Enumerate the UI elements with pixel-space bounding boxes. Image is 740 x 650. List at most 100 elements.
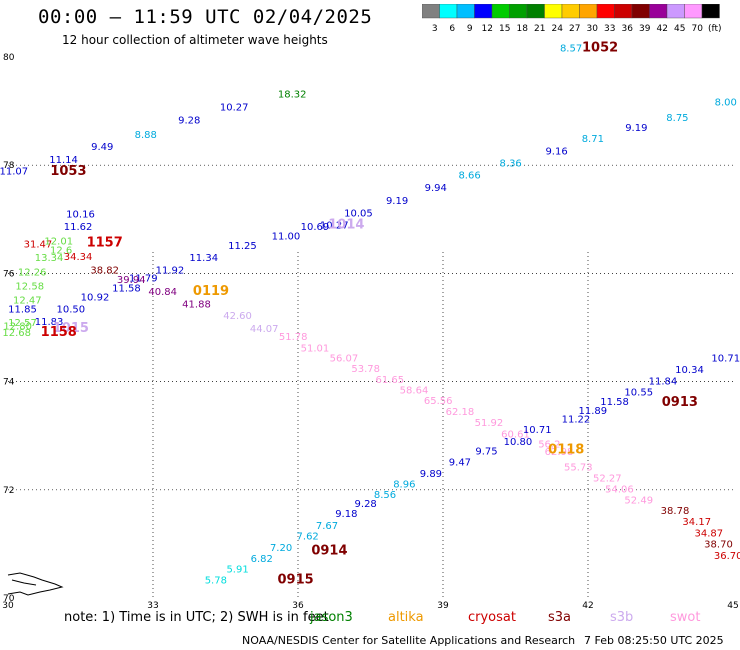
lon-tick-label: 30 (2, 601, 14, 611)
satellite-legend: note: 1) Time is in UTC; 2) SWH is in fe… (0, 610, 740, 630)
wave-height-label: 13.34 (35, 253, 64, 264)
wave-height-label: 11.79 (129, 274, 158, 285)
wave-height-label: 38.82 (90, 265, 119, 276)
wave-height-label: 62.18 (446, 407, 475, 418)
wave-height-label: 10.34 (675, 365, 704, 376)
wave-height-label: 10.80 (504, 437, 533, 448)
credit-text: NOAA/NESDIS Center for Satellite Applica… (242, 634, 576, 647)
colorbar-label: 39 (639, 24, 651, 34)
wave-height-label: 18.32 (278, 90, 307, 101)
wave-height-label: 12.47 (13, 296, 42, 307)
pass-time-label: 1157 (87, 235, 123, 250)
wave-height-label: 53.78 (351, 364, 380, 375)
lat-tick-label: 80 (3, 53, 15, 63)
wave-height-label: 7.20 (270, 543, 292, 554)
note-text: note: 1) Time is in UTC; 2) SWH is in fe… (64, 610, 329, 625)
wave-height-label: 11.89 (579, 406, 608, 417)
lon-tick-label: 39 (437, 601, 449, 611)
generated-timestamp: 7 Feb 08:25:50 UTC 2025 (584, 634, 724, 647)
wave-height-label: 8.36 (500, 158, 522, 169)
wave-height-label: 52.27 (593, 474, 622, 485)
wave-height-label: 11.22 (562, 415, 591, 426)
wave-height-label: 10.16 (66, 210, 95, 221)
pass-time-label: 0915 (277, 572, 313, 587)
wave-height-label: 9.16 (545, 146, 567, 157)
wave-height-label: 38.78 (661, 506, 690, 517)
wave-height-label: 54.06 (605, 485, 634, 496)
lon-tick-label: 33 (147, 601, 158, 611)
wave-height-label: 38.70 (704, 540, 733, 551)
wave-height-label: 9.75 (475, 447, 497, 458)
colorbar-label: 70 (692, 24, 704, 34)
colorbar-label: 18 (517, 24, 529, 34)
wave-height-label: 9.49 (91, 142, 113, 153)
wave-height-label: 11.58 (112, 283, 141, 294)
lon-tick-label: 42 (582, 601, 593, 611)
lon-tick-label: 36 (292, 601, 304, 611)
wave-height-label: 65.56 (424, 396, 453, 407)
wave-height-label: 61.65 (376, 375, 405, 386)
wave-height-label: 58.64 (400, 386, 429, 397)
wave-height-label: 12.57 (8, 318, 37, 329)
wave-height-label: 55.73 (564, 462, 593, 473)
wave-height-label: 12.6 (50, 245, 72, 256)
lat-tick-label: 72 (3, 486, 14, 496)
wave-height-label: 10.71 (711, 354, 740, 365)
wave-height-label: 10.27 (220, 103, 249, 114)
colorbar-label: 27 (569, 24, 580, 34)
wave-height-label: 39.94 (117, 275, 146, 286)
wave-height-label: 34.87 (695, 528, 724, 539)
colorbar-label: 30 (587, 24, 599, 34)
wave-height-label: 10.92 (81, 292, 110, 303)
pass-time-label: 0119 (193, 284, 229, 299)
wave-height-label: 36.70 (714, 551, 740, 562)
wave-height-label: 10.05 (344, 209, 373, 220)
wave-height-label: 12.58 (15, 282, 44, 293)
wave-height-label: 10.71 (523, 425, 552, 436)
pass-time-label: 1158 (41, 325, 77, 340)
wave-height-label: 34.34 (64, 252, 93, 263)
coastline (7, 572, 64, 596)
wave-height-label: 11.07 (0, 166, 28, 177)
pass-time-label: 0118 (548, 443, 584, 458)
wave-height-label: 7.62 (297, 532, 319, 543)
wave-height-label: 41.88 (182, 299, 211, 310)
wave-height-label: 12.01 (44, 237, 73, 248)
wave-height-label: 8.66 (458, 171, 480, 182)
wave-height-label: 9.28 (178, 116, 200, 127)
legend-cryosat: cryosat (468, 610, 516, 625)
wave-height-label: 9.28 (355, 499, 377, 510)
wave-height-label: 9.18 (335, 509, 357, 520)
wave-height-label: 11.83 (35, 317, 64, 328)
pass-time-label: 1014 (328, 217, 364, 232)
wave-height-label: 51.92 (475, 418, 504, 429)
lat-tick-label: 78 (3, 161, 15, 171)
colorbar-label: 36 (622, 24, 634, 34)
wave-height-labels: 11.07 11.14 9.49 8.88 9.28 10.27 18.32 8.57 8.75… (0, 44, 740, 587)
wave-height-label: 40.84 (148, 287, 177, 298)
pass-time-label: 1015 (53, 321, 89, 336)
wave-height-label: 5.78 (205, 575, 227, 586)
pass-time-label: 1052 (582, 41, 618, 56)
wave-height-label: 11.00 (272, 231, 301, 242)
legend-jason3: jason3 (310, 610, 353, 625)
legend-s3b: s3b (610, 610, 634, 625)
wave-height-label: 8.00 (715, 98, 737, 109)
legend-swot: swot (670, 610, 701, 625)
lat-tick-label: 76 (3, 269, 15, 279)
lat-tick-label: 70 (3, 594, 15, 604)
colorbar-label: 9 (467, 24, 473, 34)
wave-height-label: 12.68 (2, 328, 31, 339)
wave-height-label: 11.85 (8, 304, 37, 315)
wave-height-label: 8.75 (666, 113, 688, 124)
pass-time-label: 0914 (311, 544, 347, 559)
wave-height-label: 34.17 (682, 517, 711, 528)
wave-height-label: 10.50 (57, 304, 86, 315)
wave-height-label: 60.61 (501, 429, 530, 440)
wave-height-colorbar: 3 6 9 12 15 18 21 24 27 30 33 36 39 42 45 70 (ft) (422, 4, 722, 34)
wave-height-label: 7.67 (316, 521, 338, 532)
map-title: 00:00 – 11:59 UTC 02/04/2025 (38, 6, 373, 28)
pass-time-label: 1053 (50, 164, 86, 179)
wave-height-label: 42.60 (223, 311, 252, 322)
